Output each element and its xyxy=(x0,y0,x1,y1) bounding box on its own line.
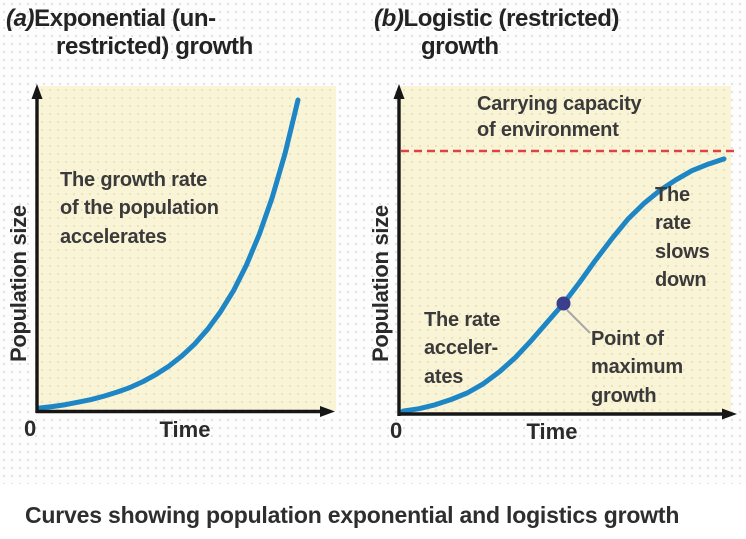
rate-slows-annotation: The rate slows down xyxy=(655,184,710,292)
panel-a-origin-label: 0 xyxy=(24,416,37,441)
max-growth-pointer-line xyxy=(566,309,591,334)
panel-b-title: (b)Logistic (restricted) growth xyxy=(374,5,619,62)
panel-b-x-axis-label: Time xyxy=(526,419,578,444)
panel-b-plot-area xyxy=(400,86,731,414)
panel-b-x-axis-arrow xyxy=(722,408,737,420)
panel-a-title: (a)Exponential (un- restricted) growth xyxy=(6,5,253,62)
panel-b-y-axis-arrow xyxy=(393,84,405,99)
panel-a-x-axis-label: Time xyxy=(159,417,211,442)
panel-a-y-axis-label: Population size xyxy=(6,205,31,362)
exponential-growth-curve xyxy=(37,97,301,411)
panel-b-title-line2: growth xyxy=(421,33,499,61)
panel-b-title-line1: (b)Logistic (restricted) xyxy=(374,5,620,32)
panel-b-origin-label: 0 xyxy=(390,418,403,443)
panel-a-y-axis-arrow xyxy=(31,84,43,99)
panel-b-y-axis-label: Population size xyxy=(368,205,393,362)
panel-a-label: (a) xyxy=(6,5,35,32)
max-growth-annotation: Point of maximum growth xyxy=(591,328,683,407)
panel-b-label: (b) xyxy=(374,5,404,32)
panel-a-title-line1: (a)Exponential (un- xyxy=(6,5,216,32)
panel-a-x-axis-arrow xyxy=(320,406,335,417)
inflection-point-dot xyxy=(556,296,571,311)
carrying-capacity-label: Carrying capacity of environment xyxy=(477,93,642,142)
panel-a-title-line2: restricted) growth xyxy=(56,33,253,61)
panel-a-annotation: The growth rate of the population accele… xyxy=(60,169,219,248)
rate-accelerates-annotation: The rate acceler- ates xyxy=(424,309,501,388)
figure-caption: Curves showing population exponential an… xyxy=(25,502,680,528)
